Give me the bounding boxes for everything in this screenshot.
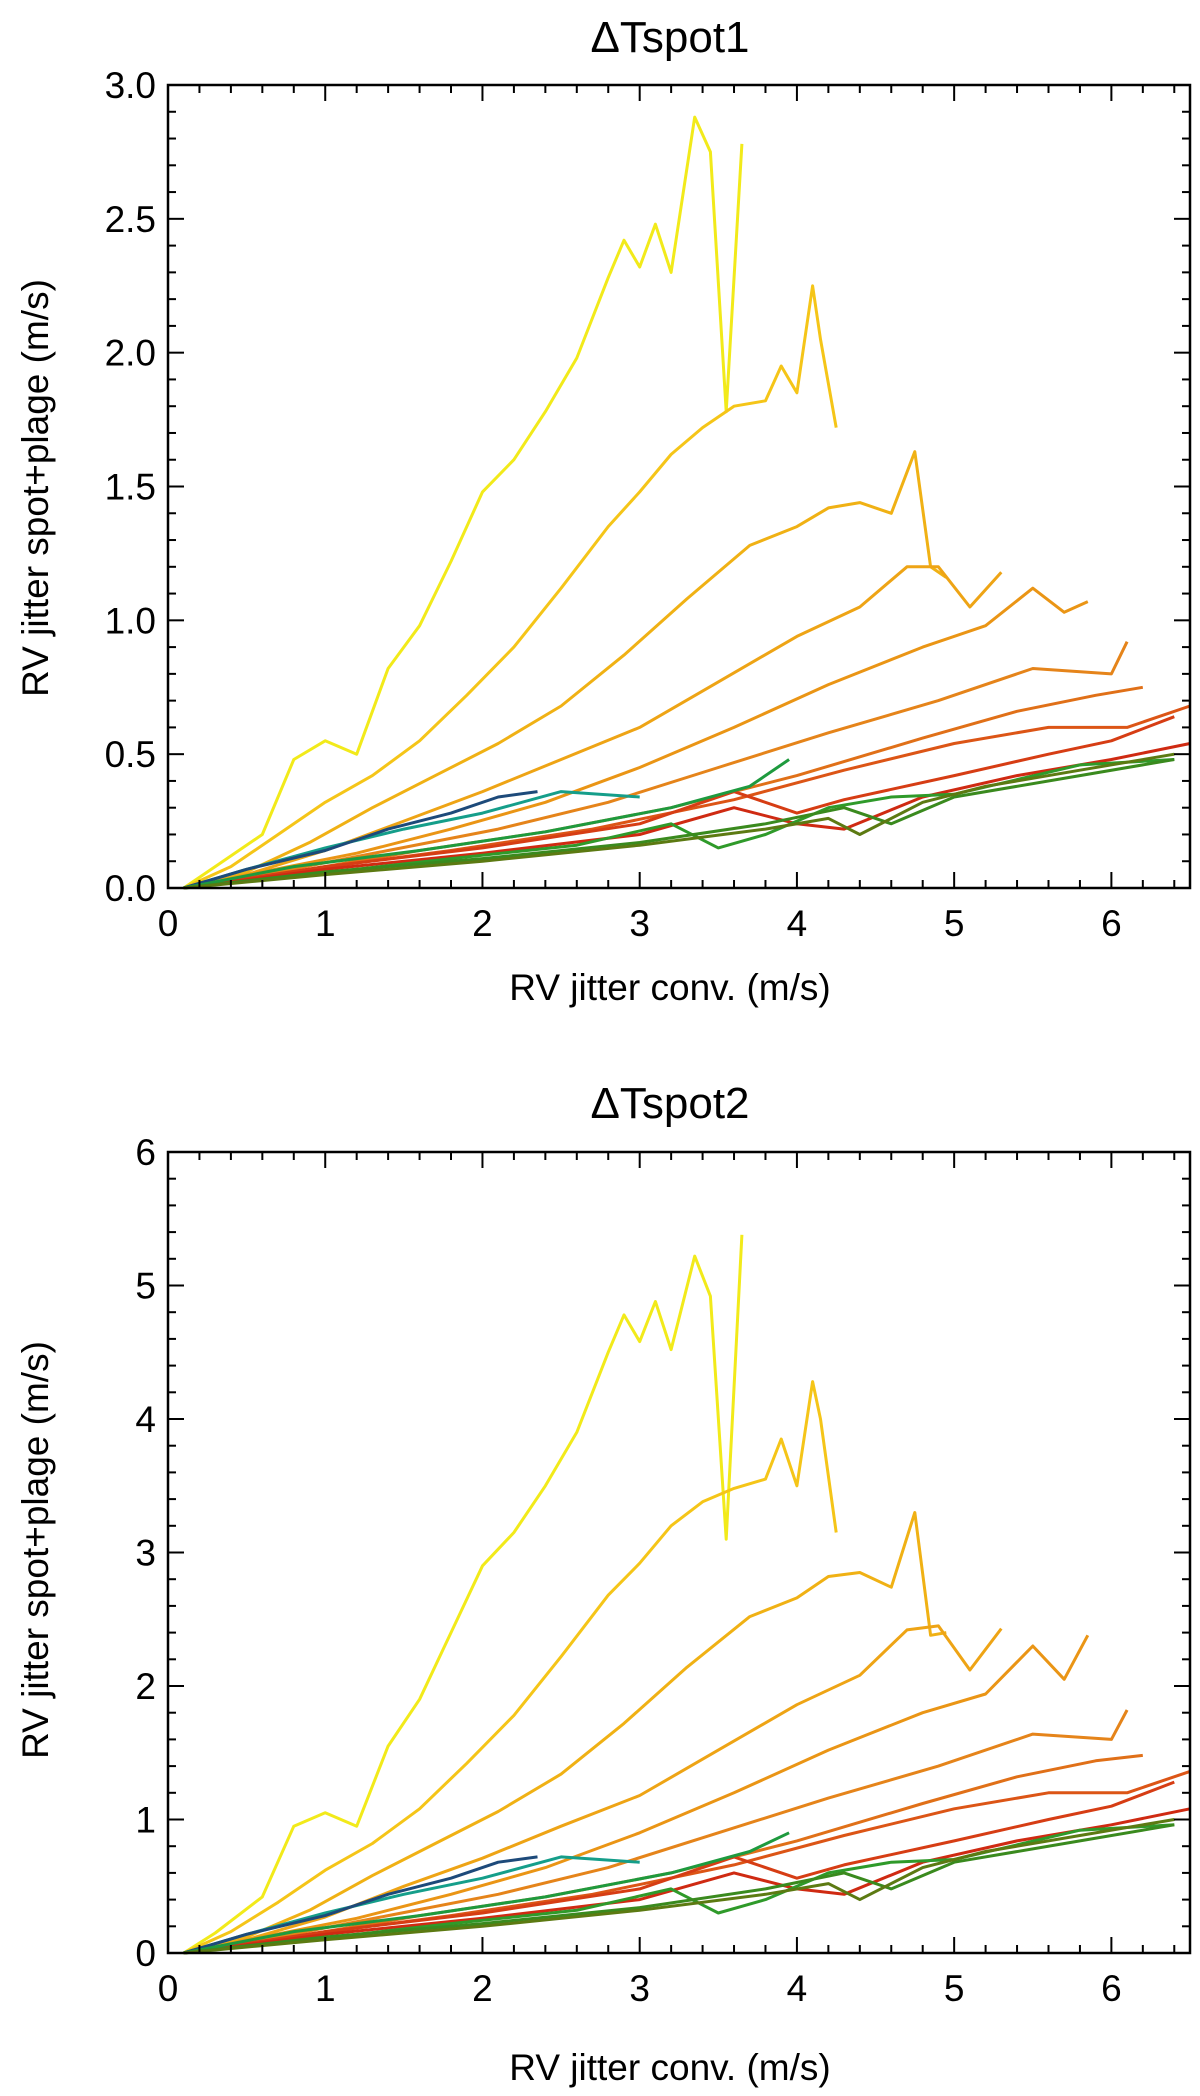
x-tick-label: 1 — [315, 903, 336, 944]
series-line-red2 — [183, 715, 1175, 890]
plot-area: 0 1 2 3 4 5 6 0 1 2 3 4 5 6 — [135, 1132, 1192, 2009]
x-tick-label: 4 — [787, 903, 808, 944]
panel-title: ΔTspot1 — [590, 13, 749, 62]
series-line-green3 — [183, 758, 1175, 890]
series-line-olive — [183, 752, 1175, 890]
x-axis-label: RV jitter conv. (m/s) — [509, 967, 830, 1008]
y-tick-label: 5 — [135, 1266, 156, 1307]
y-tick-label: 3 — [135, 1533, 156, 1574]
x-tick-label: 1 — [315, 1968, 336, 2009]
x-axis-label: RV jitter conv. (m/s) — [509, 2047, 830, 2088]
x-tick-label: 3 — [629, 1968, 650, 2009]
series-line-amber — [183, 1511, 947, 1955]
y-axis-label: RV jitter spot+plage (m/s) — [15, 279, 56, 697]
y-tick-label: 2 — [135, 1666, 156, 1707]
series-line-amber — [183, 450, 948, 890]
y-tick-label: 3.0 — [105, 65, 156, 106]
y-tick-label: 4 — [135, 1399, 156, 1440]
x-tick-label: 6 — [1101, 903, 1122, 944]
y-tick-label: 1.5 — [105, 467, 156, 508]
x-tick-label: 0 — [158, 1968, 179, 2009]
series-line-green3 — [183, 1823, 1175, 1955]
series-line-gold — [183, 1380, 838, 1955]
y-tick-label: 1 — [135, 1800, 156, 1841]
plot-frame — [166, 1150, 1192, 1955]
panel-top: ΔTspot1 0 1 2 3 4 5 6 0.0 0.5 1.0 1.5 2.0 2.5 3.0 RV … — [15, 13, 1192, 1008]
series-line-orange2 — [183, 586, 1089, 890]
x-tick-label: 3 — [629, 903, 650, 944]
series-line-yellow — [182, 115, 744, 890]
x-tick-label: 4 — [787, 1968, 808, 2009]
y-tick-label: 0.0 — [105, 868, 156, 909]
y-tick-label: 0.5 — [105, 734, 156, 775]
x-tick-label: 5 — [944, 1968, 965, 2009]
y-tick-label: 6 — [135, 1132, 156, 1173]
plot-frame — [166, 83, 1192, 890]
panel-title: ΔTspot2 — [590, 1079, 749, 1128]
series-line-olive — [183, 1818, 1175, 1955]
series-line-yellow — [182, 1234, 744, 1955]
x-tick-label: 0 — [158, 903, 179, 944]
series-line-gold — [183, 284, 838, 890]
series-line-orange3 — [183, 641, 1129, 890]
plot-area: 0 1 2 3 4 5 6 0.0 0.5 1.0 1.5 2.0 2.5 3.0 — [105, 65, 1192, 944]
x-tick-label: 2 — [472, 1968, 493, 2009]
series-line-red2 — [183, 1780, 1175, 1955]
series-line-green1 — [183, 758, 790, 890]
y-tick-label: 1.0 — [105, 600, 156, 641]
y-tick-label: 2.5 — [105, 199, 156, 240]
x-tick-label: 2 — [472, 903, 493, 944]
y-tick-label: 2.0 — [105, 333, 156, 374]
x-tick-label: 6 — [1101, 1968, 1122, 2009]
x-tick-label: 5 — [944, 903, 965, 944]
y-axis-label: RV jitter spot+plage (m/s) — [15, 1341, 56, 1759]
series-line-navy — [183, 790, 538, 890]
panel-bottom: ΔTspot2 0 1 2 3 4 5 6 0 1 2 3 4 5 6 RV jitter conv. (… — [15, 1079, 1192, 2088]
series-line-orange3 — [183, 1709, 1129, 1955]
series-line-green1 — [183, 1831, 790, 1955]
series-line-orange2 — [183, 1634, 1090, 1955]
y-tick-label: 0 — [135, 1933, 156, 1974]
series-line-navy — [183, 1855, 538, 1955]
